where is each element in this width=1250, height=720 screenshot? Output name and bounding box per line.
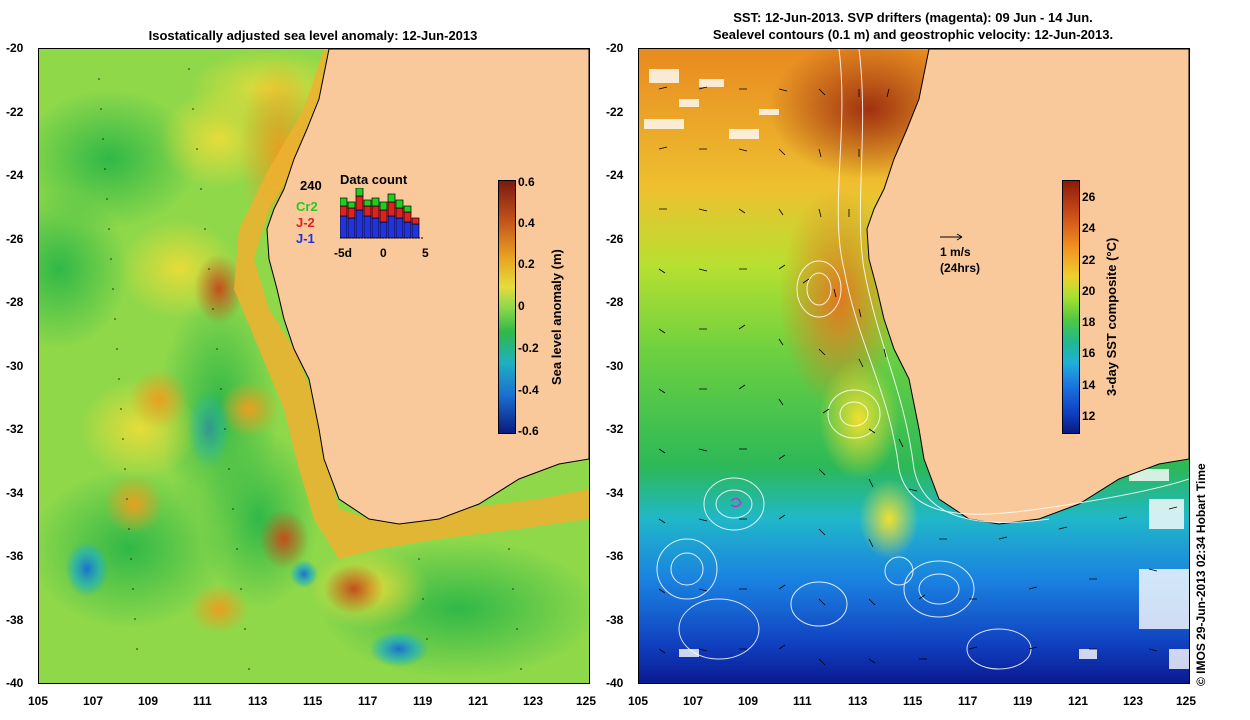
- australia-landmass: [866, 49, 1189, 525]
- sla-colorbar-tick: -0.6: [518, 424, 539, 438]
- lat-tick: -30: [6, 359, 24, 373]
- cloud-mask: [644, 69, 1189, 669]
- lon-tick: 115: [303, 694, 323, 708]
- velocity-vectors: [658, 86, 1178, 666]
- sealevel-contours: [656, 49, 1189, 670]
- lat-tick: -32: [606, 422, 624, 436]
- lat-tick: -28: [6, 295, 24, 309]
- lon-tick: 121: [1068, 694, 1089, 708]
- lat-tick: -38: [6, 613, 24, 627]
- sla-colorbar-tick: 0: [518, 299, 525, 313]
- sst-colorbar-tick: 20: [1082, 284, 1096, 298]
- lat-tick: -22: [606, 105, 624, 119]
- lat-tick: -26: [6, 232, 24, 246]
- velocity-scale-arrow: [940, 233, 963, 241]
- sst-colorbar-tick: 12: [1082, 409, 1096, 423]
- lon-tick: 113: [248, 694, 268, 708]
- sst-colorbar-tick: 16: [1082, 346, 1096, 360]
- hist-legend-j2: J-2: [296, 215, 315, 230]
- right-map-title-line1: SST: 12-Jun-2013. SVP drifters (magenta)…: [733, 10, 1093, 25]
- lon-tick: 115: [903, 694, 923, 708]
- data-count-histogram: [340, 188, 424, 239]
- hist-xtick: -5d: [334, 246, 352, 260]
- sla-colorbar-tick: 0.6: [518, 175, 535, 189]
- lon-tick: 117: [358, 694, 378, 708]
- sst-field: [639, 49, 1189, 683]
- lon-tick: 125: [576, 694, 597, 708]
- lat-tick: -20: [6, 41, 24, 55]
- sla-colorbar-tick: 0.4: [518, 216, 535, 230]
- lon-tick: 105: [628, 694, 649, 708]
- lat-tick: -36: [6, 549, 24, 563]
- drifter-tracks: [730, 497, 742, 508]
- lon-tick: 123: [523, 694, 544, 708]
- sla-colorbar-tick: 0.2: [518, 257, 535, 271]
- sla-colorbar-label: Sea level anomaly (m): [549, 249, 564, 385]
- lon-tick: 117: [958, 694, 978, 708]
- lat-tick: -20: [606, 41, 624, 55]
- lon-tick: 119: [1013, 694, 1033, 708]
- sst-colorbar-tick: 24: [1082, 221, 1096, 235]
- hist-xtick: 5: [422, 246, 429, 260]
- imos-credit: © IMOS 29-Jun-2013 02:34 Hobart Time: [1194, 463, 1208, 686]
- lat-tick: -30: [606, 359, 624, 373]
- lon-tick: 105: [28, 694, 49, 708]
- sst-colorbar-tick: 18: [1082, 315, 1096, 329]
- lon-tick: 109: [738, 694, 759, 708]
- lon-tick: 113: [848, 694, 868, 708]
- lat-tick: -40: [6, 676, 24, 690]
- right-map-title-line2: Sealevel contours (0.1 m) and geostrophi…: [712, 27, 1114, 42]
- lat-tick: -24: [6, 168, 24, 182]
- lat-tick: -34: [6, 486, 24, 500]
- sst-colorbar: [1062, 180, 1080, 434]
- hist-legend-cr2: Cr2: [296, 199, 318, 214]
- lon-tick: 111: [793, 694, 812, 708]
- lat-tick: -40: [606, 676, 624, 690]
- sst-colorbar-tick: 26: [1082, 190, 1096, 204]
- hist-count-label: 240: [300, 178, 322, 193]
- lat-tick: -28: [606, 295, 624, 309]
- sla-colorbar-tick: -0.4: [518, 383, 539, 397]
- hist-title: Data count: [340, 172, 408, 187]
- sst-colorbar-label: 3-day SST composite (°C): [1104, 237, 1119, 396]
- lon-tick: 109: [138, 694, 159, 708]
- lon-tick: 123: [1123, 694, 1144, 708]
- lat-tick: -32: [6, 422, 24, 436]
- lat-tick: -36: [606, 549, 624, 563]
- velocity-scale-label: 1 m/s: [940, 245, 971, 259]
- sst-colorbar-tick: 14: [1082, 378, 1096, 392]
- lon-tick: 121: [468, 694, 489, 708]
- hist-legend-j1: J-1: [296, 231, 315, 246]
- sst-colorbar-tick: 22: [1082, 253, 1096, 267]
- sst-map[interactable]: [638, 48, 1190, 684]
- lat-tick: -26: [606, 232, 624, 246]
- lon-tick: 119: [413, 694, 433, 708]
- lon-tick: 107: [683, 694, 704, 708]
- sla-colorbar: [498, 180, 516, 434]
- sla-colorbar-tick: -0.2: [518, 341, 539, 355]
- track-dots: [98, 68, 522, 670]
- velocity-scale-sublabel: (24hrs): [940, 261, 981, 275]
- lat-tick: -24: [606, 168, 624, 182]
- lat-tick: -22: [6, 105, 24, 119]
- lat-tick: -34: [606, 486, 624, 500]
- lon-tick: 111: [193, 694, 212, 708]
- hist-xtick: 0: [380, 246, 387, 260]
- lon-tick: 107: [83, 694, 104, 708]
- left-map-title: Isostatically adjusted sea level anomaly…: [148, 28, 478, 43]
- lon-tick: 125: [1176, 694, 1197, 708]
- lat-tick: -38: [606, 613, 624, 627]
